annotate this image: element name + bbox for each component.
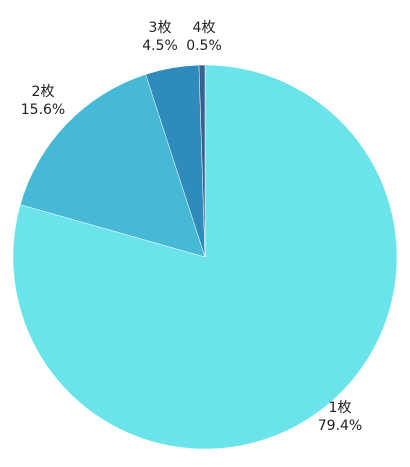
pie-labels: 1枚 79.4% 2枚 15.6% 3枚 4.5% 4枚 0.5% bbox=[21, 20, 362, 434]
slice-label-3: 3枚 bbox=[149, 20, 172, 36]
pie-slices bbox=[12, 64, 398, 450]
slice-label-1: 1枚 bbox=[329, 400, 352, 416]
pie-slice-2 bbox=[19, 74, 206, 258]
slice-label-4: 4枚 bbox=[193, 20, 216, 36]
slice-percent-2: 15.6% bbox=[21, 102, 65, 118]
slice-percent-1: 79.4% bbox=[318, 418, 362, 434]
slice-percent-3: 4.5% bbox=[142, 38, 178, 54]
slice-label-2: 2枚 bbox=[32, 84, 55, 100]
slice-percent-4: 0.5% bbox=[186, 38, 222, 54]
pie-slice-4 bbox=[198, 64, 206, 258]
